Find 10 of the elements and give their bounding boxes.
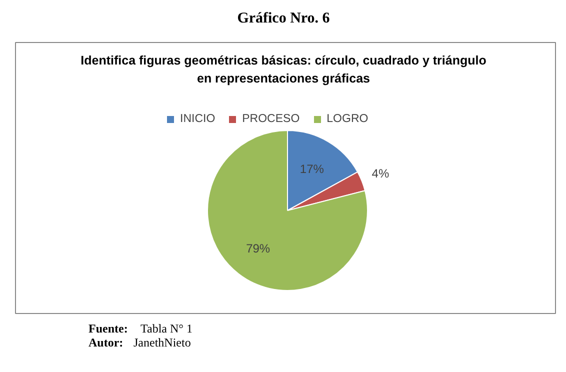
data-label: 4% xyxy=(372,166,390,181)
data-label: 17% xyxy=(300,162,324,176)
text: Autor: JanethNieto xyxy=(88,336,191,350)
chart-subtitle: Identifica figuras geométricas básicas: círculo, cuadrado y triángulo en representaciones gráficas xyxy=(80,54,487,86)
chart-title: Gráfico Nro. 6 xyxy=(237,10,330,26)
data-label: 79% xyxy=(246,241,270,256)
legend-label: LOGRO xyxy=(326,113,368,125)
source-note: Fuente: Tabla N° 1 xyxy=(88,322,192,336)
legend-label: PROCESO xyxy=(242,113,300,125)
legend-label: INICIO xyxy=(180,113,216,125)
